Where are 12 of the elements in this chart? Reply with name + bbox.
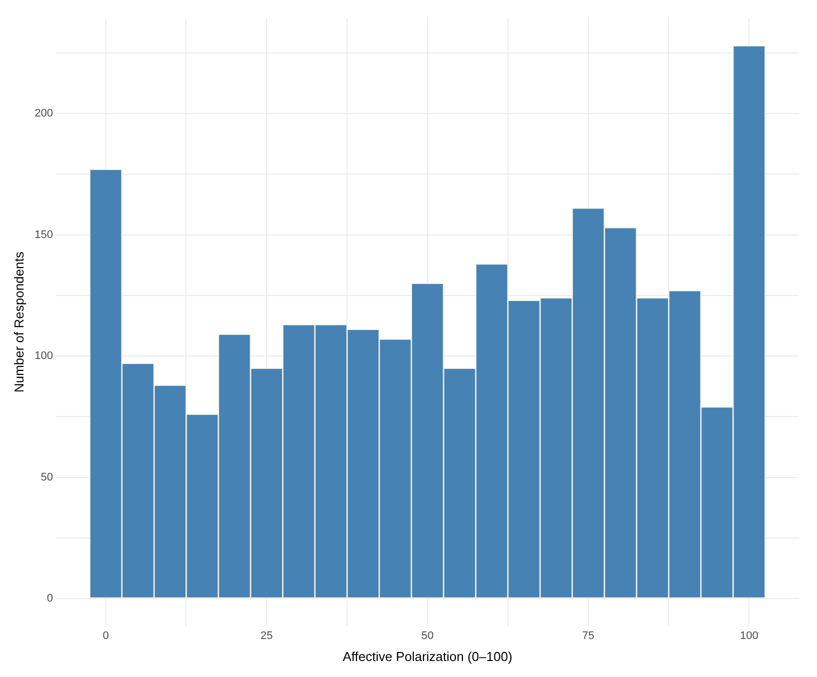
y-tick-label: 150 bbox=[34, 228, 53, 241]
y-tick-label: 50 bbox=[40, 471, 53, 484]
x-axis-title: Affective Polarization (0–100) bbox=[342, 648, 512, 664]
y-tick-label: 200 bbox=[34, 108, 53, 120]
x-tick-label: 50 bbox=[421, 630, 434, 642]
x-tick-label: 100 bbox=[740, 630, 758, 642]
x-tick-label: 75 bbox=[582, 630, 594, 642]
y-tick-label: 0 bbox=[46, 592, 53, 605]
x-tick-label: 0 bbox=[102, 630, 109, 642]
x-tick-label: 25 bbox=[260, 630, 273, 642]
y-tick-label: 100 bbox=[34, 350, 53, 362]
y-axis-title: Number of Respondents bbox=[11, 251, 26, 393]
